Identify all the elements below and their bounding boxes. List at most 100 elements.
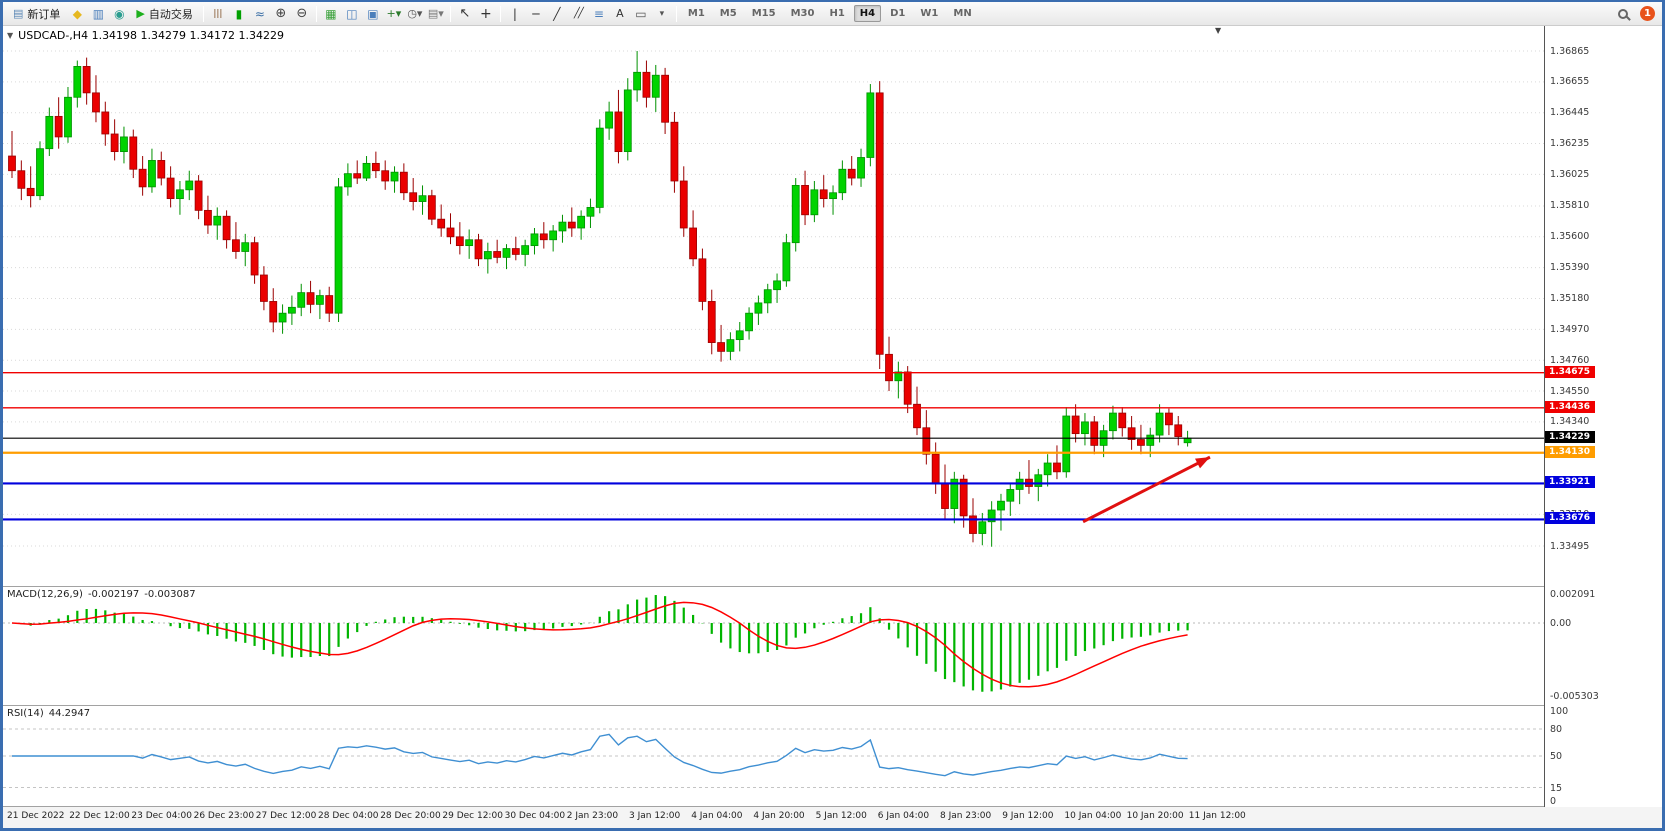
price-tick: 1.36445 <box>1550 107 1590 119</box>
timeframe-h4[interactable]: H4 <box>853 5 882 22</box>
price-level-label: 1.33676 <box>1545 512 1595 525</box>
add-indicator-icon[interactable]: +▾ <box>386 7 402 20</box>
macd-pane[interactable]: MACD(12,26,9) -0.002197 -0.003087 <box>3 587 1544 705</box>
price-tick: 1.34550 <box>1550 385 1590 397</box>
macd-header: MACD(12,26,9) -0.002197 -0.003087 <box>7 589 201 600</box>
chart-header: ▼ USDCAD-,H4 1.34198 1.34279 1.34172 1.3… <box>7 29 284 42</box>
timeframes-dropdown-icon[interactable]: ◷▾ <box>407 7 423 20</box>
rsi-pane[interactable]: RSI(14) 44.2947 <box>3 706 1544 806</box>
rsi-scale-label: 0 <box>1550 796 1557 807</box>
navigator-icon[interactable]: ◉ <box>114 6 125 21</box>
price-tick: 1.33495 <box>1550 540 1590 552</box>
toolbar-separator <box>202 5 204 22</box>
toolbar: ▤ 新订单 ◆ ▥ ◉ ▶ 自动交易 ||| ▮ ≈ ⊕ ⊖ ▦ ◫ ▣ +▾ ◷▾ ▤▾ ↖ + | ─ ╱ ╱╱ ≡ A ▭ ▾ M… <box>3 2 1662 26</box>
tile-windows-icon[interactable]: ▦ <box>325 6 337 21</box>
time-label: 29 Dec 12:00 <box>442 811 503 821</box>
timeframe-h1[interactable]: H1 <box>829 8 845 19</box>
crosshair-icon[interactable]: + <box>480 5 492 22</box>
chart-shift-marker[interactable]: ▼ <box>1215 26 1222 35</box>
rsi-value: 44.2947 <box>48 708 91 719</box>
rsi-scale-label: 50 <box>1550 751 1563 762</box>
time-label: 2 Jan 23:00 <box>566 811 619 821</box>
time-label: 23 Dec 04:00 <box>131 811 192 821</box>
zoom-in-icon[interactable]: ⊕ <box>275 6 287 21</box>
zoom-out-icon[interactable]: ⊖ <box>296 6 308 21</box>
trendline-icon[interactable]: ╱ <box>553 6 561 21</box>
time-label: 6 Jan 04:00 <box>877 811 930 821</box>
pane-divider[interactable] <box>3 705 1662 706</box>
shapes-dropdown-icon[interactable]: ▾ <box>659 8 665 19</box>
fibonacci-icon[interactable]: ≡ <box>593 6 604 21</box>
cascade-charts-icon[interactable]: ▣ <box>367 6 379 21</box>
vertical-line-icon[interactable]: | <box>512 6 517 21</box>
time-label: 11 Jan 12:00 <box>1188 811 1246 821</box>
time-label: 21 Dec 2022 <box>7 811 65 821</box>
price-tick: 1.36235 <box>1550 138 1590 150</box>
time-label: 8 Jan 23:00 <box>940 811 992 821</box>
rsi-scale-label: 15 <box>1550 782 1563 794</box>
price-level-label: 1.34675 <box>1545 365 1595 378</box>
label-tool-icon[interactable]: ▭ <box>635 6 647 21</box>
autotrading-button[interactable]: ▶ 自动交易 <box>130 4 198 24</box>
line-chart-mode-icon[interactable]: ≈ <box>254 6 265 21</box>
candlestick-mode-icon[interactable]: ▮ <box>235 6 243 21</box>
time-label: 10 Jan 20:00 <box>1126 811 1184 821</box>
arrange-charts-icon[interactable]: ◫ <box>346 6 358 21</box>
timeframe-mn[interactable]: MN <box>953 8 972 19</box>
time-label: 22 Dec 12:00 <box>69 811 130 821</box>
time-label: 10 Jan 04:00 <box>1064 811 1122 821</box>
timeframe-m15[interactable]: M15 <box>751 8 776 19</box>
timeframe-m30[interactable]: M30 <box>790 8 815 19</box>
data-window-icon[interactable]: ▥ <box>92 6 105 21</box>
rsi-chart <box>3 728 1544 788</box>
search-icon[interactable] <box>1618 8 1628 19</box>
new-order-button[interactable]: ▤ 新订单 <box>7 4 66 24</box>
autotrading-button-label: 自动交易 <box>148 7 193 21</box>
template-dropdown-icon[interactable]: ▤▾ <box>427 7 444 20</box>
timeframe-m5[interactable]: M5 <box>719 8 737 19</box>
one-click-trading-toggle[interactable]: ▼ <box>7 31 14 40</box>
timeframe-d1[interactable]: D1 <box>890 8 906 19</box>
horizontal-line-icon[interactable]: ─ <box>532 6 540 21</box>
bar-chart-mode-icon[interactable]: ||| <box>213 8 223 19</box>
cursor-icon[interactable]: ↖ <box>459 6 471 21</box>
macd-chart <box>3 595 1544 692</box>
toolbar-separator <box>315 5 317 22</box>
time-label: 3 Jan 12:00 <box>629 811 681 821</box>
rsi-label: RSI(14) <box>7 708 44 719</box>
price-tick: 1.36655 <box>1550 76 1590 88</box>
pane-divider[interactable] <box>3 806 1662 807</box>
notification-badge[interactable]: 1 <box>1640 6 1655 21</box>
macd-label: MACD(12,26,9) <box>7 589 83 600</box>
macd-value-main: -0.002197 <box>87 589 140 600</box>
toolbar-separator <box>449 5 451 22</box>
time-axis[interactable]: 21 Dec 2022 22 Dec 12:00 23 Dec 04:00 26 De… <box>3 807 1662 828</box>
current-price-label: 1.34229 <box>1545 431 1595 444</box>
toolbar-separator <box>675 5 677 22</box>
price-tick: 1.35180 <box>1550 293 1590 304</box>
price-tick: 1.34760 <box>1550 354 1590 366</box>
time-label: 4 Jan 04:00 <box>691 811 743 821</box>
price-level-label: 1.34436 <box>1545 400 1595 413</box>
time-label: 26 Dec 23:00 <box>193 811 255 821</box>
timeframe-w1[interactable]: W1 <box>920 8 939 19</box>
rsi-scale-label: 80 <box>1550 724 1563 735</box>
price-tick: 1.34970 <box>1550 323 1590 335</box>
price-tick: 1.35600 <box>1550 231 1590 243</box>
candlestick-chart <box>3 50 1544 547</box>
price-level-label: 1.34130 <box>1545 445 1595 458</box>
macd-scale-bottom: -0.005303 <box>1550 691 1599 702</box>
price-tick: 1.36025 <box>1550 168 1590 180</box>
pane-divider[interactable] <box>3 586 1662 587</box>
time-label: 5 Jan 12:00 <box>815 811 867 821</box>
main-chart-pane[interactable]: ▼ USDCAD-,H4 1.34198 1.34279 1.34172 1.3… <box>3 26 1544 586</box>
market-watch-icon[interactable]: ◆ <box>72 6 83 21</box>
macd-scale-top: 0.002091 <box>1550 589 1596 600</box>
channel-icon[interactable]: ╱╱ <box>573 8 584 19</box>
chart-region: ▼ USDCAD-,H4 1.34198 1.34279 1.34172 1.3… <box>3 26 1662 828</box>
timeframe-m1[interactable]: M1 <box>687 8 705 19</box>
text-tool-icon[interactable]: A <box>616 7 624 20</box>
price-tick: 1.36865 <box>1550 45 1590 57</box>
price-scale[interactable]: 1.36865 1.36655 1.36445 1.36235 1.36025 1.358… <box>1544 26 1662 807</box>
